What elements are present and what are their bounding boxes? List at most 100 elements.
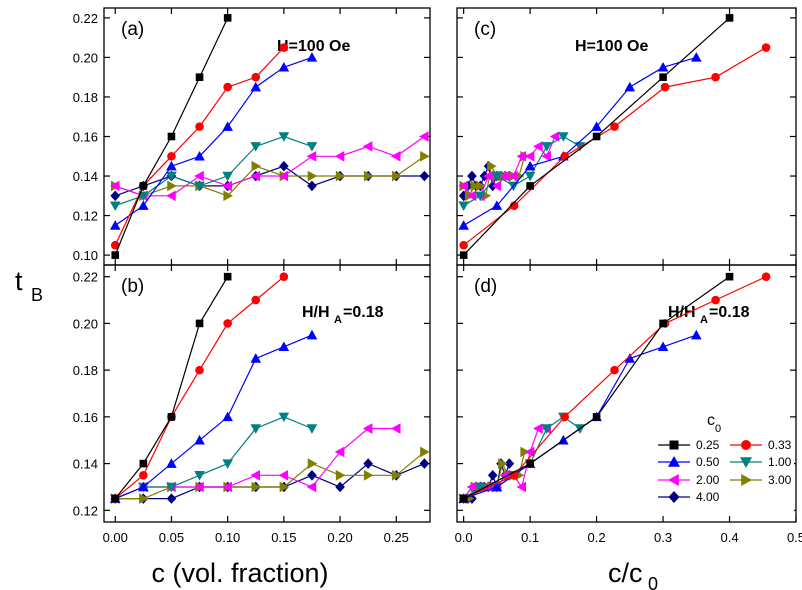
data-point <box>109 180 120 192</box>
data-point <box>110 240 120 250</box>
data-point <box>194 481 204 493</box>
data-point <box>725 14 734 22</box>
data-point <box>459 240 468 250</box>
data-point <box>166 171 177 182</box>
data-point <box>250 81 262 92</box>
data-point <box>139 182 148 190</box>
data-point <box>167 180 177 192</box>
legend-label: 2.00 <box>696 473 720 487</box>
data-point <box>166 190 176 202</box>
x-tick-label: 0.15 <box>271 530 296 545</box>
series-line <box>115 462 425 500</box>
legend-marker <box>668 474 679 486</box>
data-point <box>194 170 204 182</box>
y-axis-title-subscript: B <box>31 285 43 305</box>
y-tick-label: 0.14 <box>73 169 98 184</box>
data-point <box>279 481 290 493</box>
x-axis-title-right: c/c <box>608 558 643 588</box>
data-point <box>466 481 477 493</box>
series-4-00 <box>110 160 430 202</box>
y-tick-label: 0.18 <box>73 90 98 105</box>
data-point <box>250 353 262 363</box>
data-point <box>109 220 121 230</box>
field-annotation-subscript: A <box>700 314 708 326</box>
series-0-25 <box>111 272 232 503</box>
data-point <box>363 458 373 469</box>
data-point <box>761 43 771 52</box>
data-point <box>166 482 177 493</box>
legend-marker <box>669 440 679 450</box>
data-point <box>167 132 176 141</box>
data-point <box>166 458 177 468</box>
legend-label: 3.00 <box>768 473 792 487</box>
data-point <box>279 272 289 281</box>
legend-marker <box>741 440 751 450</box>
y-tick-label: 0.12 <box>73 503 98 518</box>
data-point <box>250 170 260 182</box>
data-point <box>306 329 318 340</box>
data-point <box>526 182 534 190</box>
legend-marker <box>668 491 680 503</box>
legend-entry-0-25: 0.25 <box>658 438 720 452</box>
data-point <box>610 122 619 131</box>
data-point <box>491 171 503 182</box>
data-point <box>516 150 527 162</box>
field-annotation: H=100 Oe <box>277 38 350 55</box>
field-annotation: H=100 Oe <box>575 38 648 55</box>
data-point <box>392 469 402 481</box>
series-1-00 <box>109 132 318 211</box>
data-point <box>592 132 601 141</box>
data-point <box>390 423 401 434</box>
data-point <box>526 459 534 468</box>
y-tick-label: 0.18 <box>73 363 98 378</box>
x-tick-label: 0.4 <box>720 530 738 545</box>
data-point <box>166 160 177 171</box>
data-point <box>306 150 317 162</box>
data-point <box>657 62 669 72</box>
data-point <box>474 191 486 202</box>
field-annotation-value: =0.18 <box>709 304 750 321</box>
data-point <box>278 170 289 182</box>
data-point <box>363 170 374 182</box>
data-point <box>139 470 148 480</box>
data-point <box>419 170 430 182</box>
data-point <box>306 481 317 493</box>
data-point <box>222 411 233 422</box>
legend-marker <box>741 474 752 486</box>
data-point <box>334 150 345 162</box>
data-point <box>516 481 527 493</box>
data-point <box>307 469 317 481</box>
data-point <box>491 200 503 210</box>
legend-title: c <box>707 412 715 429</box>
x-tick-label: 0.25 <box>384 530 409 545</box>
field-annotation-value: =0.18 <box>343 304 384 321</box>
legend-label: 0.33 <box>768 438 792 452</box>
panels-layer: 0.100.120.140.160.180.200.22(a)H=100 Oe0… <box>73 7 802 545</box>
data-point <box>278 469 289 481</box>
legend: c 0 0.25 0.33 0.50 1.00 2.00 3.00 4.00 <box>648 412 794 516</box>
data-point <box>139 459 148 468</box>
data-point <box>138 200 149 210</box>
data-point <box>459 251 468 259</box>
data-point <box>560 151 569 161</box>
data-point <box>279 160 289 172</box>
y-tick-label: 0.16 <box>73 410 98 425</box>
data-point <box>307 458 318 469</box>
data-point <box>711 295 720 305</box>
legend-title-subscript: 0 <box>715 423 721 435</box>
data-point <box>251 160 262 172</box>
legend-entry-4-00: 4.00 <box>658 490 720 504</box>
series-line <box>114 56 313 226</box>
data-point <box>250 142 262 152</box>
data-point <box>222 459 233 469</box>
legend-entry-1-00: 1.00 <box>730 455 792 469</box>
data-point <box>111 494 120 503</box>
data-point <box>111 251 120 259</box>
series-0-33 <box>110 272 289 503</box>
legend-marker <box>740 457 752 468</box>
data-point <box>335 481 345 493</box>
series-line <box>463 46 767 246</box>
data-point <box>470 180 481 192</box>
data-point <box>110 190 121 202</box>
data-point <box>420 446 430 458</box>
